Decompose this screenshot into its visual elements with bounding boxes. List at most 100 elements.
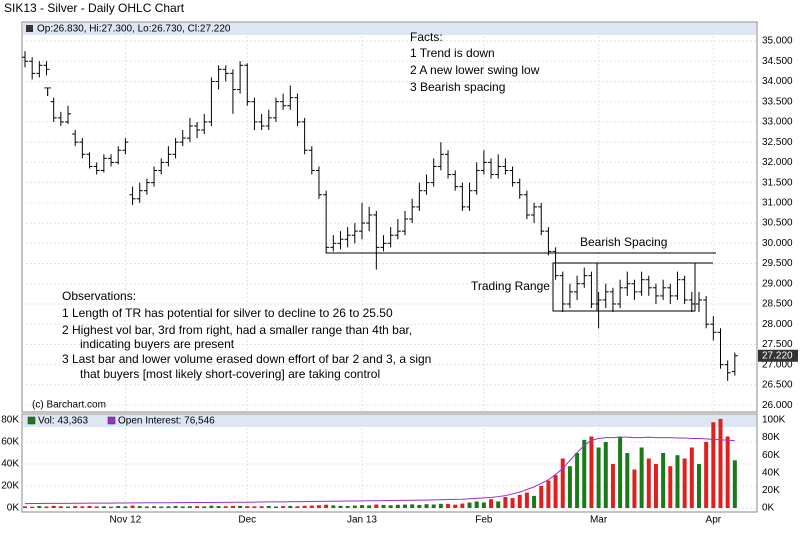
volume-bar xyxy=(44,506,49,508)
y-tick-label: 26.000 xyxy=(762,400,793,411)
legend-label: Vol: 43,363 xyxy=(38,416,88,427)
volume-bar xyxy=(496,501,501,508)
volume-bar xyxy=(567,466,572,508)
volume-bar xyxy=(438,503,443,508)
volume-bar xyxy=(273,506,278,508)
volume-bar xyxy=(618,436,623,508)
volume-bar xyxy=(467,502,472,508)
volume-bar xyxy=(23,506,27,508)
x-tick-label: Mar xyxy=(590,515,608,526)
annotation: Bearish Spacing xyxy=(580,235,667,249)
y-tick-label: 33.000 xyxy=(762,117,793,128)
credit: (c) Barchart.com xyxy=(32,400,106,411)
volume-bar xyxy=(446,504,451,508)
observation: indicating buyers are present xyxy=(80,337,235,351)
trading-range-box xyxy=(552,262,696,312)
volume-bar xyxy=(180,506,185,508)
volume-bar xyxy=(173,506,178,508)
x-tick-label: Jan 13 xyxy=(347,515,377,526)
volume-bar xyxy=(209,505,214,508)
volume-bar xyxy=(238,505,243,508)
y-tick-label: 30.500 xyxy=(762,218,793,229)
info-band xyxy=(23,23,756,35)
facts: Facts: xyxy=(410,30,443,44)
y-tick-label: 32.500 xyxy=(762,137,793,148)
y-tick-label: 20K xyxy=(1,481,19,492)
volume-bar xyxy=(66,506,71,508)
volume-bar xyxy=(424,504,429,508)
volume-bar xyxy=(152,506,157,508)
volume-bar xyxy=(403,504,408,508)
volume-bar xyxy=(625,453,630,508)
volume-bar xyxy=(653,464,658,508)
y-tick-label: 60K xyxy=(1,437,19,448)
volume-bar xyxy=(596,447,601,508)
y-tick-label: 33.500 xyxy=(762,96,793,107)
volume-bar xyxy=(503,497,508,508)
volume-bar xyxy=(302,505,307,508)
volume-bar xyxy=(575,453,580,508)
volume-bar xyxy=(252,506,257,508)
volume-bar xyxy=(338,505,343,508)
y2-tick-label: 40K xyxy=(762,467,780,478)
y-tick-label: 80K xyxy=(1,415,19,426)
last-price-label: 27.220 xyxy=(762,350,793,361)
volume-bar xyxy=(374,504,379,508)
y-tick-label: 0K xyxy=(7,503,20,514)
observation: 2 Highest vol bar, 3rd from right, had a… xyxy=(62,323,412,337)
volume-bar xyxy=(388,505,393,508)
volume-bar xyxy=(704,442,709,508)
volume-bar xyxy=(682,458,687,508)
volume-bar xyxy=(58,506,63,508)
volume-bar xyxy=(639,447,644,508)
y-tick-label: 35.000 xyxy=(762,36,793,47)
volume-bar xyxy=(474,501,479,508)
volume-bar xyxy=(94,506,99,508)
y-tick-label: 27.000 xyxy=(762,359,793,370)
info-icon xyxy=(26,25,33,32)
observation: 3 Last bar and lower volume erased down … xyxy=(62,352,431,366)
observation: that buyers [most likely short-covering]… xyxy=(80,367,380,381)
legend-swatch xyxy=(107,416,116,425)
volume-bar xyxy=(661,453,666,508)
marker: T xyxy=(44,85,52,99)
y-tick-label: 40K xyxy=(1,459,19,470)
volume-bar xyxy=(345,506,350,508)
volume-bar xyxy=(73,506,78,508)
price-panel xyxy=(21,21,758,413)
volume-bar xyxy=(481,502,486,508)
volume-bar xyxy=(546,480,551,508)
x-tick-label: Apr xyxy=(706,515,722,526)
oi-line xyxy=(24,436,735,505)
chart-title: SIK13 - Silver - Daily OHLC Chart xyxy=(4,1,185,15)
volume-bar xyxy=(560,458,565,508)
legend-swatch xyxy=(27,416,36,425)
volume-bar xyxy=(130,505,135,508)
volume-bar xyxy=(589,436,594,508)
y-tick-label: 28.000 xyxy=(762,319,793,330)
volume-bar xyxy=(453,504,458,508)
volume-bar xyxy=(603,442,608,508)
volume-bar xyxy=(632,469,637,508)
fact: 2 A new lower swing low xyxy=(410,63,540,77)
y-tick-label: 32.000 xyxy=(762,157,793,168)
last-price-flag xyxy=(758,349,798,362)
volume-bar xyxy=(711,422,716,508)
volume-bar xyxy=(245,506,250,508)
volume-bar xyxy=(259,506,264,508)
volume-bar xyxy=(381,504,386,508)
volume-bar xyxy=(331,505,336,508)
y2-tick-label: 60K xyxy=(762,450,780,461)
volume-bar xyxy=(718,418,723,508)
volume-bar xyxy=(288,505,293,508)
volume-bar xyxy=(395,504,400,508)
ohlc-info: Op:26.830, Hi:27.300, Lo:26.730, Cl:27.2… xyxy=(37,24,231,35)
legend-label: Open Interest: 76,546 xyxy=(118,416,215,427)
volume-bar xyxy=(51,505,56,508)
volume-bar xyxy=(359,505,364,508)
volume-bar xyxy=(668,466,673,508)
y-tick-label: 34.000 xyxy=(762,76,793,87)
volume-bar xyxy=(517,494,522,508)
y-tick-label: 29.500 xyxy=(762,258,793,269)
y-tick-label: 27.500 xyxy=(762,339,793,350)
